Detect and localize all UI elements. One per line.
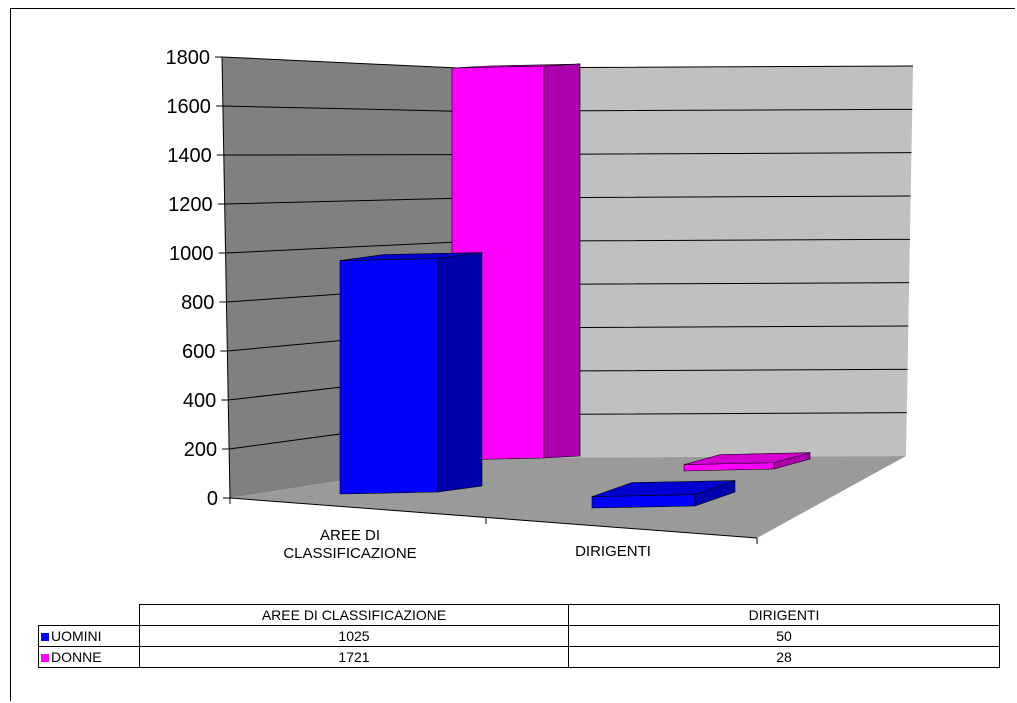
- table-cell: 50: [568, 625, 1000, 647]
- table-header-cell: DIRIGENTI: [568, 604, 1000, 626]
- bar-uomini-1: [591, 480, 736, 509]
- bar-uomini-0: [339, 252, 483, 495]
- x-category-label: DIRIGENTI: [575, 543, 651, 560]
- legend-label: DONNE: [51, 649, 102, 665]
- y-axis-ticks: 0 200 400 600 800 1000 1200 1400 1600 1800: [166, 47, 230, 510]
- bar-side-face: [437, 252, 483, 493]
- bar-chart-3d: 0 200 400 600 800 1000 1200 1400 1600 1800 AREE D…: [166, 47, 914, 562]
- bar-top-face: [591, 480, 736, 497]
- legend-swatch-blue: [41, 633, 49, 642]
- table-header-cell: AREE DI CLASSIFICAZIONE: [139, 604, 569, 626]
- bar-top-face: [683, 452, 811, 465]
- table-header-row: AREE DI CLASSIFICAZIONE DIRIGENTI: [38, 604, 1000, 626]
- bar-side-face: [543, 63, 581, 459]
- y-tick-label: 1200: [168, 194, 213, 216]
- table-cell: 1721: [139, 646, 569, 668]
- y-tick-label: 600: [182, 341, 215, 363]
- legend-swatch-magenta: [41, 654, 49, 663]
- table-row: UOMINI 1025 50: [38, 625, 1000, 647]
- bar-top-face: [339, 252, 483, 261]
- x-category-label: CLASSIFICAZIONE: [283, 545, 416, 562]
- y-tick-label: 1000: [169, 243, 214, 265]
- data-table: AREE DI CLASSIFICAZIONE DIRIGENTI UOMINI…: [38, 604, 1000, 668]
- table-cell: 1025: [139, 625, 569, 647]
- legend-label: UOMINI: [51, 628, 102, 644]
- y-tick-label: 1600: [166, 96, 211, 118]
- table-row: DONNE 1721 28: [38, 646, 1000, 668]
- y-axis-line: [221, 56, 231, 499]
- x-category-label: AREE DI: [320, 527, 380, 544]
- x-axis-line: [229, 497, 758, 539]
- table-cell: 28: [568, 646, 1000, 668]
- y-tick-label: 1400: [167, 145, 212, 167]
- bar-front-face: [591, 494, 696, 509]
- bar-donne-1: [683, 452, 811, 472]
- bars: [339, 63, 811, 509]
- y-tick-label: 1800: [166, 47, 211, 69]
- y-tick-label: 800: [181, 292, 214, 314]
- chart-frame: [10, 8, 1015, 701]
- bar-front-face: [339, 258, 439, 495]
- bar-top-face: [451, 63, 581, 69]
- y-tick-label: 200: [184, 439, 217, 461]
- table-row-label: UOMINI: [38, 625, 140, 647]
- y-tick-label: 400: [183, 390, 216, 412]
- table-corner: [38, 604, 140, 626]
- table-row-label: DONNE: [38, 646, 140, 668]
- y-tick-label: 0: [207, 488, 218, 510]
